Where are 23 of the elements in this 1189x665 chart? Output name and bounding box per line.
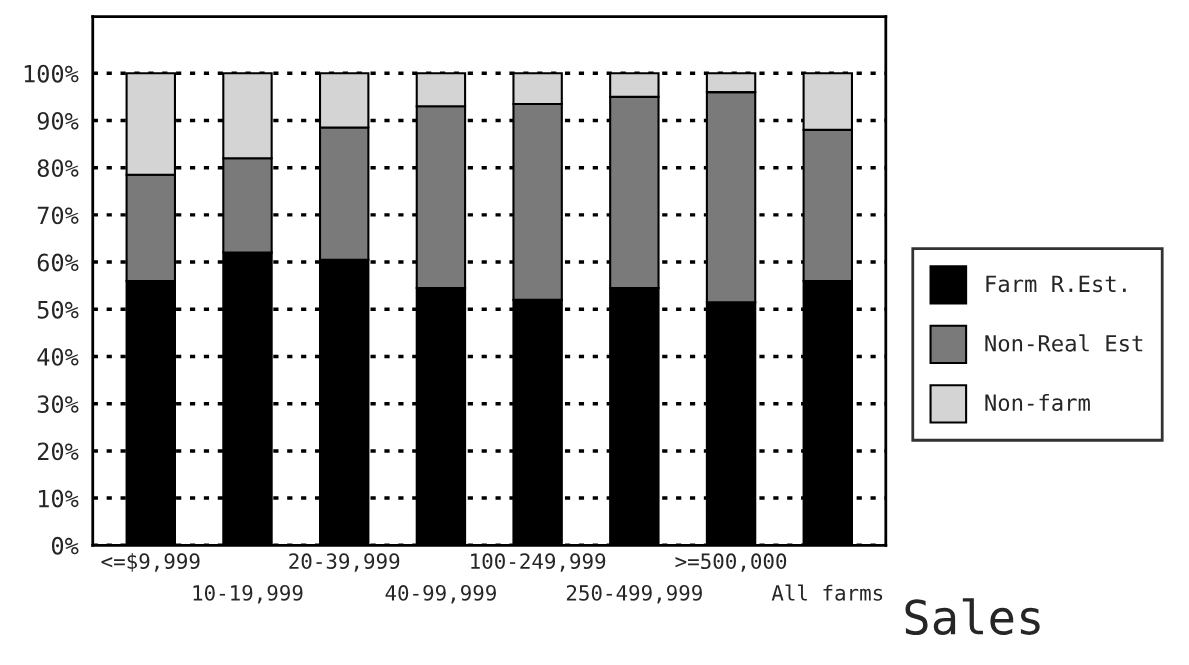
y-tick-label: 10% <box>39 489 79 508</box>
y-tick-label: 40% <box>37 348 79 366</box>
x-tick-label: 250-499,999 <box>566 585 702 604</box>
x-tick-label: 10-19,999 <box>193 585 303 604</box>
x-tick-label: <=$9,999 <box>101 552 200 572</box>
y-tick-label: 60% <box>37 253 79 272</box>
y-tick-label: 70% <box>37 206 79 225</box>
legend-label: Farm R.Est. <box>986 275 1126 293</box>
legend-label: Non-Real Est <box>985 334 1143 352</box>
x-tick-label: All farms <box>771 584 883 601</box>
x-tick-label: >=500,000 <box>675 553 787 572</box>
x-tick-label: 40-99,999 <box>385 585 496 604</box>
y-tick-label: 100% <box>24 64 79 83</box>
y-tick-label: 0% <box>51 536 79 555</box>
y-tick-label: 90% <box>37 111 79 130</box>
legend-label: Non-farm <box>985 393 1090 412</box>
x-axis-title: Sales <box>905 598 1040 635</box>
y-tick-label: 80% <box>37 159 79 178</box>
y-tick-label: 20% <box>37 442 79 461</box>
y-tick-label: 50% <box>37 300 79 319</box>
y-tick-label: 30% <box>37 395 79 414</box>
x-tick-label: 20-39,999 <box>289 553 400 572</box>
x-tick-label: 100-249,999 <box>471 553 606 572</box>
